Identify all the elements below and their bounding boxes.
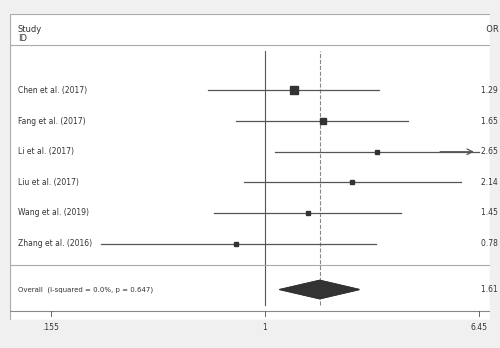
Text: ID: ID xyxy=(18,34,27,43)
Text: Study: Study xyxy=(18,25,42,34)
Text: 1.29 (0.61, 2.69): 1.29 (0.61, 2.69) xyxy=(482,86,500,95)
Text: .155: .155 xyxy=(42,323,59,332)
Text: 2.65 (1.09, 6.45): 2.65 (1.09, 6.45) xyxy=(482,147,500,156)
Text: OR (95% CI): OR (95% CI) xyxy=(482,25,500,34)
Text: Wang et al. (2019): Wang et al. (2019) xyxy=(18,208,89,218)
Text: Liu et al. (2017): Liu et al. (2017) xyxy=(18,178,79,187)
FancyBboxPatch shape xyxy=(10,14,490,320)
Text: Overall  (I-squared = 0.0%, p = 0.647): Overall (I-squared = 0.0%, p = 0.647) xyxy=(18,286,153,293)
Text: Li et al. (2017): Li et al. (2017) xyxy=(18,147,74,156)
Text: 1.65 (0.78, 3.47): 1.65 (0.78, 3.47) xyxy=(482,117,500,126)
Text: 2.14 (0.83, 5.51): 2.14 (0.83, 5.51) xyxy=(482,178,500,187)
Text: 1.45 (0.64, 3.28): 1.45 (0.64, 3.28) xyxy=(482,208,500,218)
Text: Chen et al. (2017): Chen et al. (2017) xyxy=(18,86,87,95)
Polygon shape xyxy=(280,280,359,299)
Text: 6.45: 6.45 xyxy=(470,323,488,332)
Text: 1.61 (1.14, 2.27): 1.61 (1.14, 2.27) xyxy=(482,285,500,294)
Text: Zhang et al. (2016): Zhang et al. (2016) xyxy=(18,239,92,248)
Text: 0.78 (0.24, 2.62): 0.78 (0.24, 2.62) xyxy=(482,239,500,248)
Text: Fang et al. (2017): Fang et al. (2017) xyxy=(18,117,86,126)
Text: 1: 1 xyxy=(262,323,268,332)
